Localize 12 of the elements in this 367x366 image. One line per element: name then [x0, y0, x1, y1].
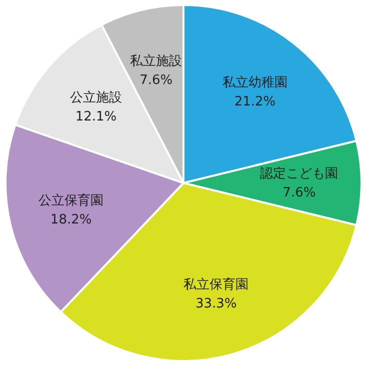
slice-label: 認定こども園 [260, 166, 338, 182]
data-label: 21.2% [234, 94, 276, 110]
slice-label: 公立保育園 [38, 192, 104, 209]
data-label: 18.2% [50, 212, 92, 228]
slice-label: 公立施設 [70, 90, 122, 106]
data-label: 12.1% [75, 110, 117, 125]
data-label: 33.3% [195, 296, 237, 312]
data-label: 7.6% [282, 185, 316, 200]
slice-label: 私立保育園 [184, 276, 249, 292]
slice-label: 私立施設 [130, 52, 182, 69]
slice-label: 私立幼稚園 [222, 74, 288, 90]
data-label: 7.6% [140, 72, 173, 88]
